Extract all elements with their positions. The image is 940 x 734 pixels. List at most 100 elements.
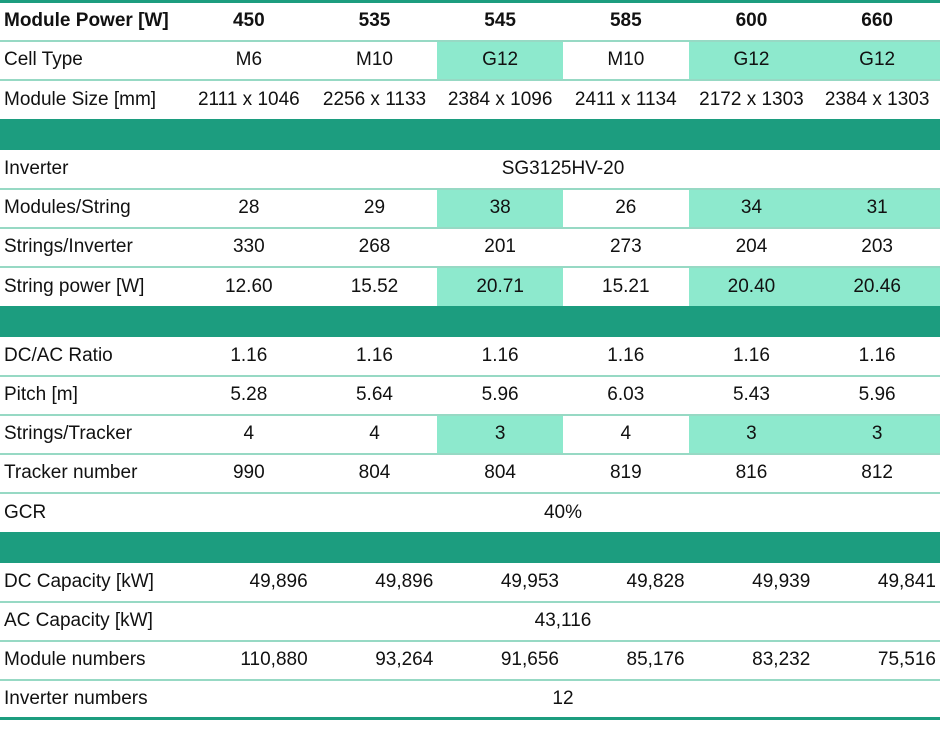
cell-value: 83,232 <box>752 649 811 670</box>
cell-value: M10 <box>356 49 393 70</box>
row-label: Strings/Inverter <box>4 236 133 257</box>
row-label: Module numbers <box>4 649 146 670</box>
row-span-value: SG3125HV-20 <box>501 157 625 179</box>
cell-value: 49,841 <box>877 570 936 592</box>
header-value: 450 <box>232 10 265 32</box>
cell-value: 49,953 <box>500 570 559 592</box>
cell-value: M6 <box>235 49 263 70</box>
cell-value: 28 <box>238 197 260 218</box>
cell-value: 330 <box>232 236 265 257</box>
cell-value: 5.28 <box>230 384 268 405</box>
cell-value: 15.52 <box>350 275 399 297</box>
cell-value: M10 <box>607 49 645 70</box>
cell-value: 2256 x 1133 <box>322 88 427 110</box>
cell-value: 110,880 <box>240 649 308 670</box>
table-row: Pitch [m] 5.28 5.64 5.96 6.03 5.43 5.96 <box>0 376 940 415</box>
cell-value: 812 <box>861 462 893 483</box>
cell-value: 20.71 <box>437 266 563 306</box>
cell-value: 1.16 <box>732 344 770 366</box>
cell-value: 12.60 <box>225 275 273 297</box>
cell-value: 2384 x 1096 <box>447 88 553 110</box>
cell-value: 38 <box>437 188 563 228</box>
row-label: Strings/Tracker <box>4 423 133 444</box>
table-row: DC/AC Ratio 1.16 1.16 1.16 1.16 1.16 1.16 <box>0 337 940 376</box>
separator-band-fill <box>0 118 940 150</box>
cell-value: 6.03 <box>607 384 645 405</box>
row-span-value: 40% <box>543 501 583 523</box>
cell-value: 49,896 <box>249 570 308 592</box>
cell-value: 49,896 <box>375 570 434 592</box>
row-span-value: 43,116 <box>534 610 592 631</box>
table-row: AC Capacity [kW] 43,116 <box>0 602 940 641</box>
cell-value: 29 <box>363 197 386 218</box>
table-row: Tracker number 990 804 804 819 816 812 <box>0 454 940 493</box>
cell-value: 5.64 <box>355 384 393 405</box>
cell-value: 819 <box>609 462 642 483</box>
cell-value: 5.96 <box>481 384 519 405</box>
table-row: Cell Type M6 M10 G12 M10 G12 G12 <box>0 40 940 80</box>
header-value: 660 <box>861 10 893 32</box>
cell-value: 203 <box>861 236 893 257</box>
cell-value: 1.16 <box>355 344 393 366</box>
cell-value: 49,828 <box>626 570 685 592</box>
cell-value: 2172 x 1303 <box>699 88 804 110</box>
separator-band <box>0 305 940 337</box>
table-row: DC Capacity [kW] 49,896 49,896 49,953 49,828… <box>0 563 940 602</box>
row-span-value: 12 <box>552 687 574 709</box>
header-value: 545 <box>484 10 516 32</box>
cell-value: 4 <box>369 423 380 444</box>
cell-value: G12 <box>437 40 563 80</box>
cell-value: 3 <box>437 414 563 454</box>
cell-value: 91,656 <box>500 649 559 670</box>
cell-value: 26 <box>615 197 637 218</box>
row-label: GCR <box>4 501 47 523</box>
cell-value: G12 <box>814 40 940 80</box>
cell-value: 816 <box>735 462 768 483</box>
cell-value: G12 <box>688 40 815 80</box>
table-row: Module Size [mm] 2111 x 1046 2256 x 1133 23… <box>0 80 940 119</box>
cell-value: 1.16 <box>858 344 896 366</box>
table-row: Strings/Inverter 330 268 201 273 204 203 <box>0 228 940 267</box>
table-row: GCR 40% <box>0 493 940 532</box>
header-value: 585 <box>609 10 642 32</box>
cell-value: 5.43 <box>732 384 770 405</box>
table-body: Module Power [W] 450 535 545 585 600 660… <box>0 2 940 719</box>
row-label: Module Size [mm] <box>4 88 157 110</box>
cell-value: 2411 x 1134 <box>574 88 677 110</box>
separator-band-fill <box>0 305 940 337</box>
separator-band <box>0 531 940 563</box>
cell-value: 201 <box>484 236 516 257</box>
cell-value: 15.21 <box>602 275 650 297</box>
cell-value: 49,939 <box>752 570 811 592</box>
cell-value: 268 <box>358 236 391 257</box>
table-row: String power [W] 12.60 15.52 20.71 15.21 20.4… <box>0 266 940 306</box>
cell-value: 85,176 <box>626 649 685 670</box>
cell-value: 5.96 <box>858 384 896 405</box>
cell-value: 1.16 <box>481 344 519 366</box>
cell-value: 1.16 <box>230 344 268 366</box>
cell-value: 204 <box>735 236 768 257</box>
row-label: Pitch [m] <box>4 384 78 405</box>
row-label: Inverter <box>4 157 69 179</box>
row-label: Tracker number <box>4 462 138 483</box>
cell-value: 34 <box>688 188 815 228</box>
cell-value: 2384 x 1303 <box>824 88 930 110</box>
separator-band-fill <box>0 531 940 563</box>
cell-value: 93,264 <box>375 649 434 670</box>
separator-band <box>0 118 940 150</box>
cell-value: 990 <box>232 462 265 483</box>
table-row: Strings/Tracker 4 4 3 4 3 3 <box>0 414 940 454</box>
cell-value: 4 <box>620 423 632 444</box>
header-value: 600 <box>735 10 768 32</box>
row-label: Inverter numbers <box>4 687 148 709</box>
header-value: 535 <box>358 10 391 32</box>
cell-value: 75,516 <box>877 649 936 670</box>
cell-value: 804 <box>358 462 391 483</box>
cell-value: 20.46 <box>814 266 940 306</box>
table-row: Inverter SG3125HV-20 <box>0 150 940 189</box>
header-label: Module Power [W] <box>4 10 169 32</box>
table-row: Modules/String 28 29 38 26 34 31 <box>0 188 940 228</box>
cell-value: 4 <box>243 423 255 444</box>
row-label: DC/AC Ratio <box>4 344 113 366</box>
